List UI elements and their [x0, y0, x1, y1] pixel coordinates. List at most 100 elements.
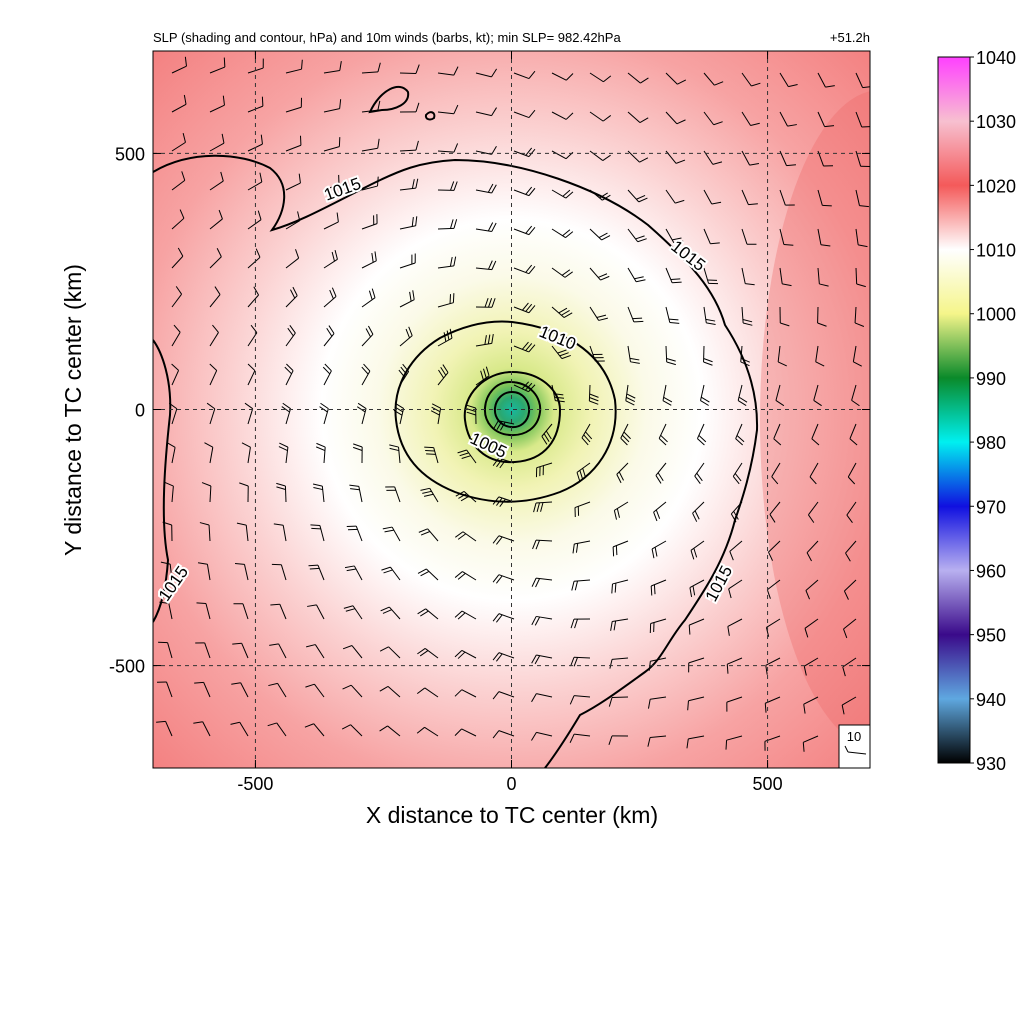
- wind-barb: [475, 183, 497, 194]
- wind-barb: [417, 608, 439, 620]
- wind-barb: [779, 189, 795, 206]
- y-axis-label: Y distance to TC center (km): [60, 264, 86, 556]
- wind-barb: [851, 384, 860, 407]
- wind-barb: [344, 565, 363, 581]
- wind-barb: [726, 696, 743, 712]
- wind-barb: [513, 302, 536, 314]
- wind-barb: [437, 181, 458, 191]
- y-tick-label-1: 0: [135, 401, 145, 421]
- y-tick-label-0: -500: [109, 657, 145, 677]
- wind-barb: [281, 402, 292, 425]
- contour-1015-west: [153, 339, 172, 623]
- wind-barb: [342, 684, 363, 698]
- wind-barb: [665, 111, 686, 125]
- wind-barb: [247, 210, 262, 230]
- wind-barb: [766, 579, 781, 599]
- wind-barb: [779, 111, 797, 127]
- wind-barb: [777, 345, 787, 367]
- y-axis-ticks: -500 0 500: [109, 144, 870, 677]
- wind-barb: [171, 171, 186, 191]
- contour-1010: [394, 320, 617, 503]
- wind-barb: [315, 442, 326, 464]
- wind-reference-box: [838, 724, 871, 769]
- wind-barb: [475, 333, 494, 347]
- wind-barb: [342, 645, 363, 659]
- wind-barb: [625, 384, 636, 406]
- wind-barb: [649, 618, 667, 633]
- wind-barb: [688, 657, 705, 673]
- colorbar-tick-label-11: 1040: [976, 48, 1016, 68]
- wind-barb: [379, 725, 401, 737]
- wind-barb: [775, 384, 785, 407]
- wind-barb: [855, 189, 869, 208]
- wind-barb: [665, 306, 680, 324]
- wind-barb: [813, 384, 822, 407]
- wind-barb: [771, 462, 781, 485]
- wind-barb: [846, 501, 857, 524]
- wind-barb: [209, 324, 219, 347]
- wind-barb: [346, 525, 363, 542]
- wind-barb: [399, 64, 420, 74]
- wind-barb: [735, 423, 745, 446]
- wind-barb: [845, 540, 857, 562]
- wind-barb: [232, 642, 249, 659]
- wind-barb: [571, 579, 591, 591]
- colorbar: 930 940 950 960 970 980 990 1000 1010 1020 1030 104…: [937, 48, 1016, 774]
- wind-barb: [576, 462, 591, 482]
- wind-barb: [230, 721, 249, 737]
- wind-barb: [551, 189, 574, 199]
- contour-1015-island: [368, 85, 410, 114]
- wind-barb: [234, 562, 249, 581]
- wind-barbs: [156, 56, 870, 753]
- wind-barb: [650, 579, 667, 596]
- wind-barb: [779, 267, 792, 287]
- wind-barb: [627, 150, 649, 163]
- wind-barb: [513, 186, 536, 197]
- wind-barb: [513, 341, 536, 353]
- colorbar-tick-label-8: 1010: [976, 241, 1016, 261]
- wind-barb: [269, 643, 287, 659]
- wind-barb: [322, 363, 332, 386]
- wind-barb: [171, 94, 187, 113]
- wind-barb: [305, 683, 325, 698]
- wind-barb: [727, 618, 743, 636]
- wind-barb: [570, 656, 591, 667]
- wind-barb: [284, 363, 294, 386]
- wind-barb: [612, 540, 629, 557]
- wind-barb: [531, 693, 553, 703]
- wind-barb: [551, 228, 574, 239]
- wind-barb: [475, 298, 496, 308]
- wind-barb: [541, 423, 553, 445]
- wind-barb: [741, 72, 761, 87]
- wind-barb: [424, 446, 439, 464]
- wind-barb: [686, 735, 705, 749]
- wind-barb: [620, 423, 631, 446]
- wind-barb: [195, 642, 211, 659]
- wind-barb: [156, 720, 173, 737]
- wind-barb: [569, 695, 591, 705]
- wind-barb: [655, 462, 667, 484]
- wind-barb: [343, 605, 363, 620]
- wind-barb: [817, 267, 829, 287]
- wind-barb: [399, 140, 419, 152]
- wind-barb: [197, 562, 211, 581]
- wind-barb: [769, 501, 781, 523]
- wind-barb: [341, 724, 363, 737]
- wind-barb: [608, 696, 629, 707]
- x-tick-label-0: -500: [237, 774, 273, 794]
- wind-barb: [665, 228, 684, 244]
- wind-barb: [454, 649, 477, 659]
- colorbar-tick-label-10: 1030: [976, 112, 1016, 132]
- wind-barb: [285, 59, 303, 74]
- wind-barb: [385, 486, 401, 503]
- wind-barb: [241, 442, 251, 464]
- wind-barb: [703, 228, 720, 245]
- wind-barb: [323, 250, 338, 269]
- wind-barb: [589, 111, 612, 122]
- colorbar-tick-label-0: 930: [976, 754, 1006, 774]
- wind-barb: [694, 462, 705, 484]
- wind-barb: [204, 442, 214, 464]
- wind-barb: [803, 696, 819, 714]
- wind-barb: [802, 735, 819, 752]
- wind-barb: [437, 364, 449, 386]
